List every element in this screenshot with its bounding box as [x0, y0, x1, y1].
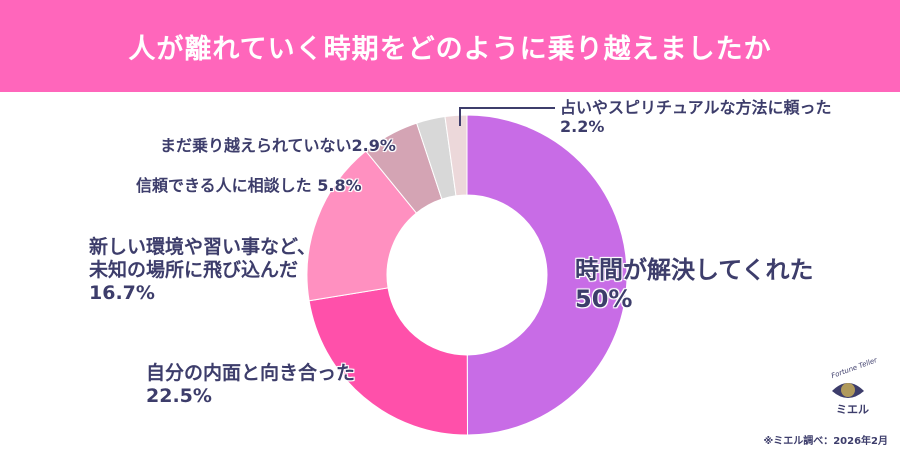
chart-area: 時間が解決してくれた 50% 自分の内面と向き合った 22.5% 新しい環境や習…	[0, 92, 900, 450]
label-spiritual-text: 占いやスピリチュアルな方法に頼った	[560, 98, 832, 117]
label-consult-text: 信頼できる人に相談した 5.8%	[136, 176, 362, 195]
leader-line	[459, 107, 555, 126]
label-spiritual: 占いやスピリチュアルな方法に頼った 2.2%	[560, 98, 832, 136]
donut-slices	[306, 114, 628, 436]
donut-slice	[466, 114, 628, 436]
label-new-env-line2: 未知の場所に飛び込んだ	[89, 258, 299, 281]
header-banner: 人が離れていく時期をどのように乗り越えましたか	[0, 0, 900, 92]
fortune-teller-logo: Fortune Teller ミエル	[812, 355, 882, 425]
label-time: 時間が解決してくれた 50%	[575, 256, 814, 314]
logo-name: ミエル	[836, 403, 869, 416]
label-time-text: 時間が解決してくれた	[575, 256, 814, 284]
label-inner: 自分の内面と向き合った 22.5%	[146, 362, 355, 408]
source-note: ※ミエル調べ：2026年2月	[763, 436, 888, 447]
label-not-yet-text: まだ乗り越えられていない2.9%	[160, 136, 396, 155]
chart-title: 人が離れていく時期をどのように乗り越えましたか	[128, 33, 772, 65]
label-new-env-line1: 新しい環境や習い事など、	[89, 236, 317, 258]
label-not-yet: まだ乗り越えられていない2.9%	[160, 136, 396, 155]
label-time-value: 50%	[575, 284, 633, 313]
donut-slice	[308, 287, 469, 436]
label-inner-text: 自分の内面と向き合った	[146, 362, 356, 384]
donut-chart	[306, 107, 628, 436]
label-new-env: 新しい環境や習い事など、 未知の場所に飛び込んだ 16.7%	[89, 236, 316, 304]
label-consult: 信頼できる人に相談した 5.8%	[136, 176, 362, 195]
label-spiritual-value: 2.2%	[560, 117, 605, 137]
donut-slice	[444, 114, 468, 197]
logo-arc-text: Fortune Teller	[830, 356, 879, 380]
label-inner-value: 22.5%	[146, 384, 212, 407]
label-new-env-value: 16.7%	[89, 281, 155, 304]
